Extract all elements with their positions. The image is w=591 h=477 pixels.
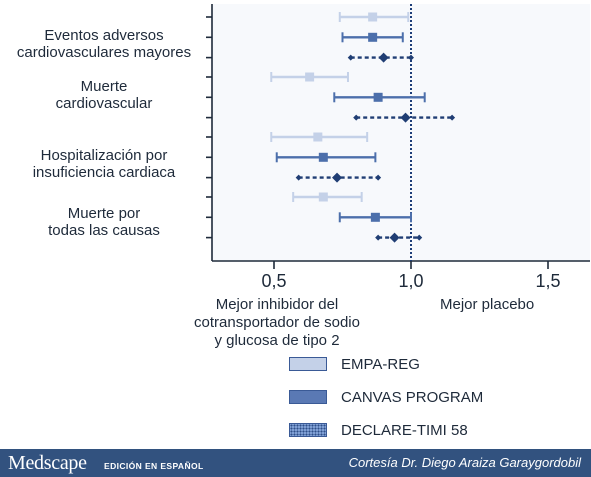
group-label-cv-death: Muerte cardiovascular xyxy=(55,78,153,112)
group-label-mace: Eventos adversos cardiovasculares mayore… xyxy=(16,27,192,61)
plot-area xyxy=(212,4,590,261)
legend-item-empa-reg: EMPA-REG xyxy=(289,353,420,375)
brand-logo: Medscape xyxy=(8,452,87,474)
point-estimate xyxy=(370,212,380,222)
x-tick-label: 1,5 xyxy=(535,271,560,291)
ci-cap xyxy=(408,54,414,61)
ci-cap xyxy=(295,174,302,181)
brand-edition: EDICIÓN EN ESPAÑOL xyxy=(104,461,204,471)
ci-cap xyxy=(375,174,382,181)
group-label-heart-failure: Hospitalización por insuficiencia cardia… xyxy=(32,147,176,181)
x-tick-label: 0,5 xyxy=(261,271,286,291)
point-estimate xyxy=(400,112,411,123)
xlabel-left: Mejor inhibidor del cotransportador de s… xyxy=(194,296,360,349)
ci-cap xyxy=(375,234,382,241)
ci-cap xyxy=(353,114,360,121)
legend-label-empa-reg: EMPA-REG xyxy=(341,355,420,373)
ci-cap xyxy=(347,54,354,61)
point-estimate xyxy=(332,172,343,183)
point-estimate xyxy=(368,32,378,42)
legend-item-declare-timi-58: DECLARE-TIMI 58 xyxy=(289,419,468,441)
point-estimate xyxy=(318,192,328,202)
point-estimate xyxy=(389,232,400,243)
x-tick-label: 1,0 xyxy=(398,271,423,291)
legend-item-canvas-program: CANVAS PROGRAM xyxy=(289,386,483,408)
legend-swatch-declare-timi-58 xyxy=(289,423,327,437)
point-estimate xyxy=(373,92,383,102)
group-label-all-cause-death: Muerte por todas las causas xyxy=(48,205,160,239)
point-estimate xyxy=(378,52,389,63)
point-estimate xyxy=(368,12,378,22)
ci-cap xyxy=(416,234,423,241)
xlabel-right: Mejor placebo xyxy=(440,296,535,313)
forest-plot: 0,5 1,0 1,5 xyxy=(206,4,590,291)
footer-bar: Medscape EDICIÓN EN ESPAÑOL Cortesía Dr.… xyxy=(0,449,591,477)
legend-swatch-canvas-program xyxy=(289,390,327,404)
point-estimate xyxy=(318,152,328,162)
point-estimate xyxy=(313,132,323,142)
legend-swatch-empa-reg xyxy=(289,357,327,371)
ci-cap xyxy=(449,114,456,121)
point-estimate xyxy=(305,72,315,82)
legend-label-canvas-program: CANVAS PROGRAM xyxy=(341,388,484,406)
image-credit: Cortesía Dr. Diego Araiza Garaygordobil xyxy=(348,455,581,470)
legend-label-declare-timi-58: DECLARE-TIMI 58 xyxy=(341,421,468,439)
